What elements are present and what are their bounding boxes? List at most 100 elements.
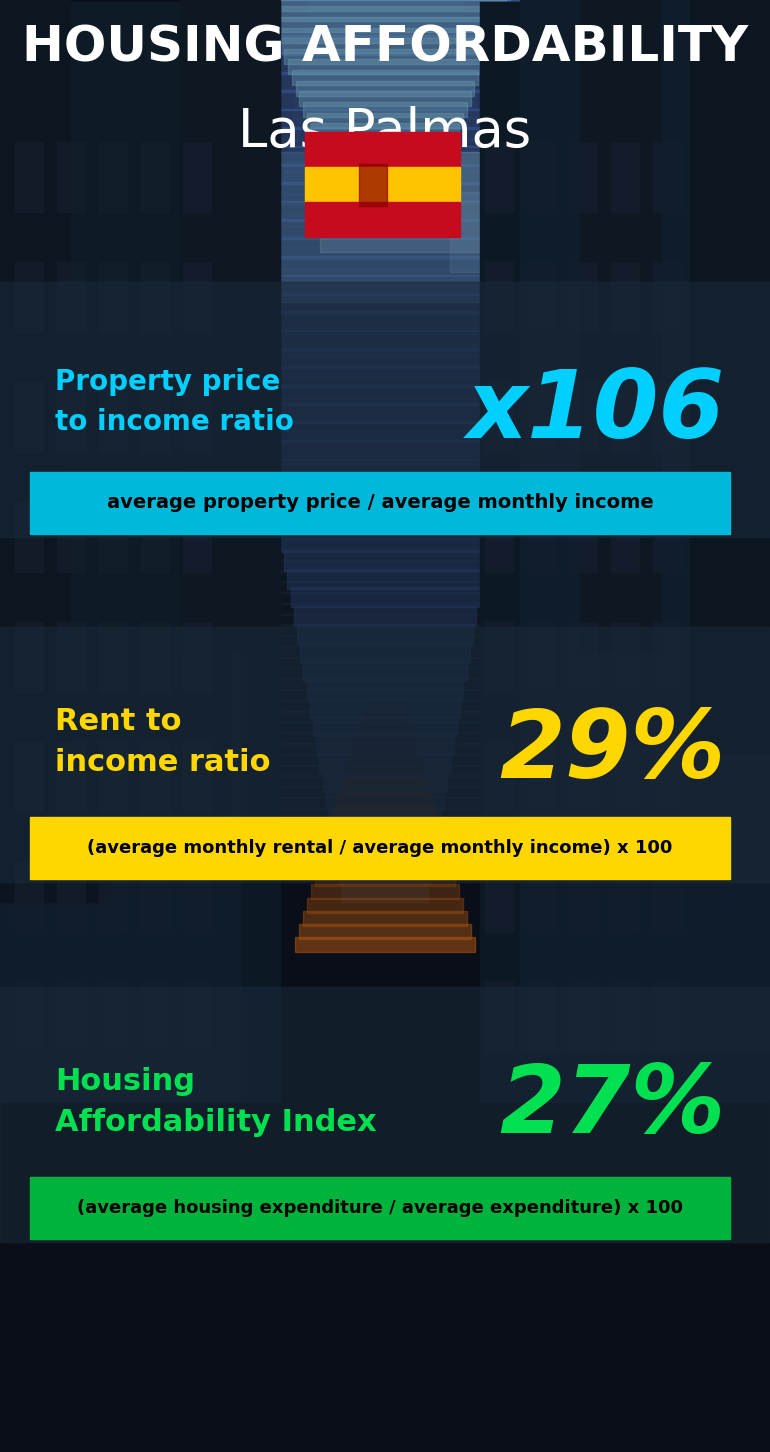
Bar (569, 502, 597, 572)
Bar (653, 142, 681, 212)
Bar (57, 862, 85, 932)
Bar (0, 0, 70, 752)
Bar (320, 152, 520, 253)
Bar (210, 668, 560, 680)
Bar (270, 257, 500, 270)
Bar (15, 621, 43, 693)
Bar (326, 790, 444, 810)
Bar (303, 102, 467, 118)
Bar (653, 502, 681, 572)
Bar (520, 0, 770, 1053)
Bar (527, 502, 555, 572)
Bar (218, 614, 552, 626)
Bar (272, 247, 498, 258)
Bar (305, 20, 465, 32)
Bar (99, 261, 127, 333)
Bar (300, 643, 470, 662)
Bar (246, 420, 524, 431)
Bar (354, 739, 416, 755)
Bar (290, 128, 480, 141)
Bar (450, 192, 630, 272)
Bar (256, 385, 514, 405)
Bar (30, 472, 730, 534)
Bar (192, 17, 578, 36)
Bar (141, 621, 169, 693)
Bar (213, 646, 557, 658)
Bar (223, 581, 547, 594)
Bar (275, 225, 495, 237)
Bar (183, 742, 211, 812)
Bar (323, 771, 447, 791)
Bar (259, 333, 511, 346)
Bar (15, 862, 43, 932)
Bar (653, 382, 681, 452)
Bar (222, 592, 548, 604)
Bar (285, 161, 485, 173)
Bar (310, 698, 460, 717)
Bar (185, 841, 585, 852)
Bar (249, 348, 521, 369)
Bar (180, 0, 280, 652)
Bar (288, 139, 482, 151)
Bar (611, 982, 639, 1053)
Bar (320, 754, 450, 772)
Bar (611, 142, 639, 212)
Bar (198, 754, 572, 765)
Bar (229, 238, 541, 257)
Bar (300, 52, 470, 65)
Bar (267, 279, 503, 292)
Bar (99, 142, 127, 212)
Bar (57, 142, 85, 212)
Text: Housing
Affordability Index: Housing Affordability Index (55, 1067, 377, 1137)
Bar (339, 864, 431, 884)
Bar (0, 987, 770, 1241)
Bar (569, 382, 597, 452)
Bar (327, 166, 443, 180)
Bar (237, 484, 533, 497)
Bar (15, 382, 43, 452)
Bar (306, 897, 464, 912)
Bar (195, 775, 575, 787)
Bar (360, 164, 387, 206)
Text: 29%: 29% (499, 706, 725, 799)
Bar (307, 113, 463, 128)
Bar (203, 722, 567, 733)
Text: HOUSING AFFORDABILITY: HOUSING AFFORDABILITY (22, 23, 748, 71)
Bar (99, 742, 127, 812)
Bar (485, 621, 513, 693)
Bar (273, 237, 497, 248)
Bar (236, 274, 534, 295)
Bar (245, 430, 525, 443)
Text: (average housing expenditure / average expenditure) x 100: (average housing expenditure / average e… (77, 1199, 683, 1217)
Bar (275, 495, 495, 515)
Bar (141, 982, 169, 1053)
Bar (302, 42, 468, 54)
Bar (329, 809, 441, 829)
Bar (280, 38, 490, 54)
Bar (611, 502, 639, 572)
Bar (315, 871, 455, 886)
Bar (228, 549, 542, 560)
Bar (611, 261, 639, 333)
Bar (57, 502, 85, 572)
Bar (268, 6, 502, 22)
Bar (264, 301, 506, 312)
Bar (57, 742, 85, 812)
Bar (199, 743, 571, 755)
Bar (255, 366, 515, 378)
Text: Property price
to income ratio: Property price to income ratio (55, 369, 294, 436)
Bar (480, 1, 770, 1102)
Bar (99, 621, 127, 693)
Bar (30, 1178, 730, 1239)
Bar (215, 635, 555, 648)
Bar (268, 459, 502, 479)
Bar (0, 1, 240, 1102)
Bar (239, 473, 531, 485)
Bar (183, 382, 211, 452)
Bar (294, 96, 476, 107)
Text: x106: x106 (467, 366, 725, 457)
Bar (320, 144, 450, 160)
Bar (485, 862, 513, 932)
Bar (239, 293, 531, 314)
Bar (99, 502, 127, 572)
